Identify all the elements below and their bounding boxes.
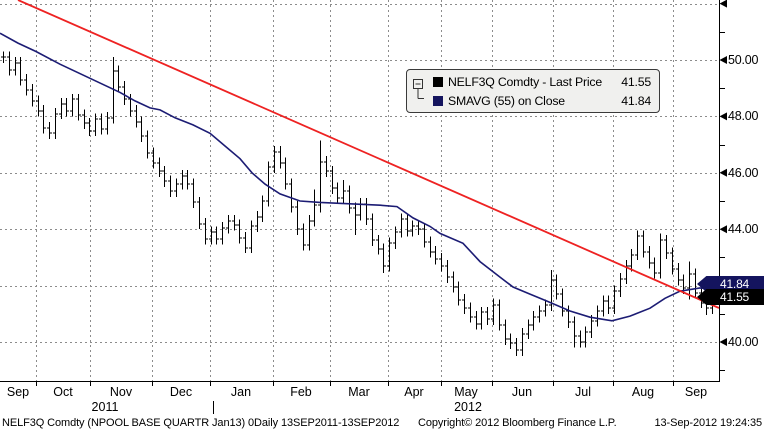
price-axis-label: 48.00 (728, 109, 759, 124)
month-label: Sep (6, 385, 30, 399)
legend-label-last-price: NELF3Q Comdty - Last Price (448, 74, 603, 89)
footer: NELF3Q Comdty (NPOOL BASE QUARTR Jan13) … (0, 415, 764, 431)
month-label: Aug (631, 385, 655, 399)
year-label: 2011 (91, 400, 119, 414)
axis-tick-arrow-icon (719, 112, 727, 121)
month-label: Nov (109, 385, 133, 399)
price-axis-label: 44.00 (728, 222, 759, 237)
month-label: Mar (348, 385, 370, 399)
axis-tick-arrow-icon (719, 56, 727, 64)
chart-legend[interactable]: NELF3Q Comdty - Last Price 41.55 SMAVG (… (406, 69, 660, 113)
legend-value-smavg: 41.84 (621, 93, 651, 108)
smavg-line (0, 32, 720, 322)
year-label: 2012 (454, 400, 482, 414)
legend-expander-icon[interactable] (412, 77, 430, 105)
sma-price-tag: 41.84 (697, 276, 764, 292)
footer-timestamp: 13-Sep-2012 19:24:35 (654, 417, 763, 429)
axis-tick-arrow-icon (719, 225, 727, 234)
price-axis-label: 40.00 (728, 335, 759, 349)
axis-tick-arrow-icon (719, 338, 727, 346)
footer-ticker-info: NELF3Q Comdty (NPOOL BASE QUARTR Jan13) … (2, 417, 400, 429)
footer-copyright: Copyright© 2012 Bloomberg Finance L.P. (418, 417, 617, 429)
smavg-swatch-icon (433, 95, 443, 106)
ohlc-bars-series (1, 51, 715, 357)
legend-value-last-price: 41.55 (621, 74, 651, 89)
month-label: Jan (230, 385, 252, 399)
sma-price-tag-value: 41.84 (719, 277, 750, 291)
price-axis-label: 46.00 (728, 165, 759, 180)
legend-label-smavg: SMAVG (55) on Close (448, 93, 565, 108)
month-label: Oct (53, 385, 73, 399)
month-label: May (454, 385, 478, 399)
year-separator (213, 401, 214, 414)
legend-row-smavg[interactable]: SMAVG (55) on Close 41.84 (433, 93, 651, 108)
axis-tick-arrow-icon (719, 0, 727, 8)
axis-tick-arrow-icon (719, 168, 727, 177)
month-label: Apr (404, 385, 424, 399)
month-label: Jul (575, 385, 591, 399)
month-label: Sep (684, 385, 708, 399)
last-price-swatch-icon (433, 76, 443, 87)
month-label: Jun (511, 385, 533, 399)
legend-row-last-price[interactable]: NELF3Q Comdty - Last Price 41.55 (433, 74, 651, 89)
last-price-tag-value: 41.55 (719, 290, 750, 304)
price-axis-label: 50.00 (728, 53, 759, 67)
month-label: Dec (169, 385, 193, 399)
month-label: Feb (290, 385, 312, 399)
last-price-tag: 41.55 (697, 289, 764, 305)
resistance-trendline (17, 0, 720, 309)
